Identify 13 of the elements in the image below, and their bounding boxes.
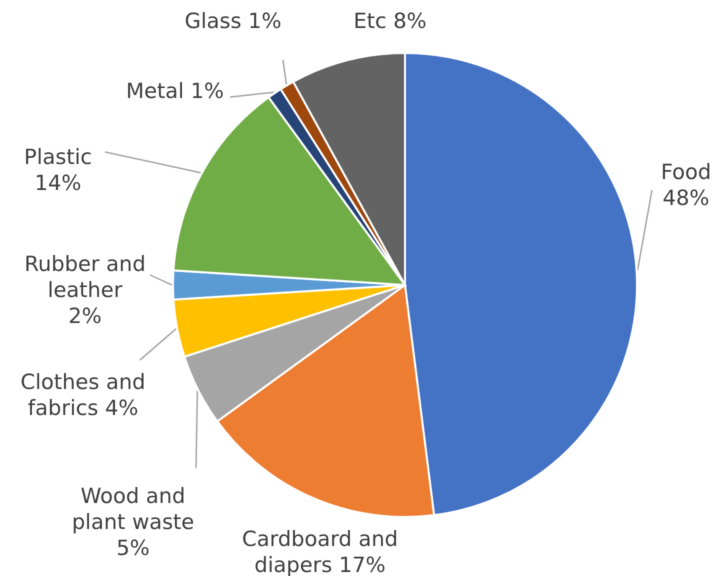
slice-label: Food	[660, 160, 712, 184]
data-label: 48%	[662, 186, 710, 210]
slice-label: Glass 1%	[184, 9, 282, 33]
data-label: 14%	[34, 171, 82, 195]
data-label: 2%	[68, 304, 102, 328]
slice-label: Rubber and leather	[24, 252, 146, 302]
slice-label: Plastic	[24, 145, 92, 169]
slice-label: Clothes and fabrics 4%	[20, 370, 146, 420]
slice-label: Cardboard and diapers 17%	[242, 527, 398, 576]
slice-label: Etc 8%	[353, 9, 427, 33]
slice-label: Wood and plant waste	[72, 484, 194, 534]
data-label: 5%	[116, 536, 150, 560]
slice-label: Metal 1%	[126, 79, 224, 103]
